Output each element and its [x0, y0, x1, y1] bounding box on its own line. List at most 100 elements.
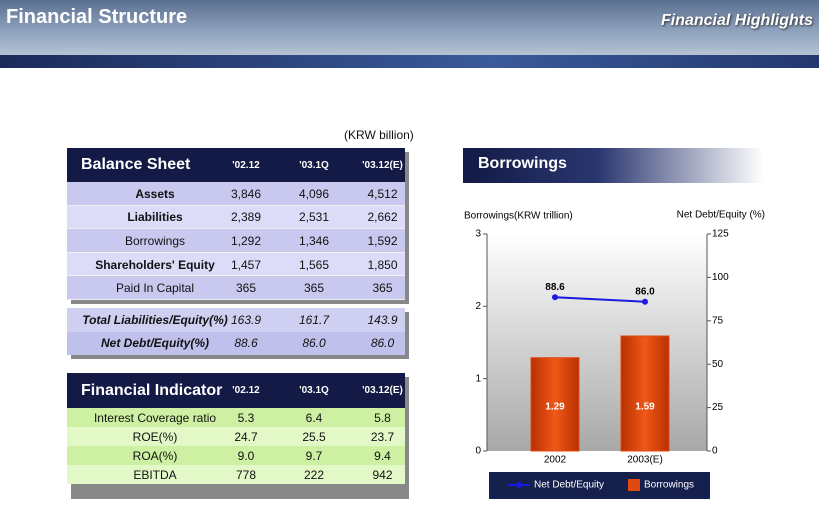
unit-note: (KRW billion) — [344, 128, 414, 142]
table-cell: 24.7 — [234, 429, 258, 444]
table-cell: 2,531 — [298, 210, 330, 225]
chart: Borrowings(KRW trillion) Net Debt/Equity … — [464, 210, 765, 499]
table-cell: 25.5 — [302, 429, 326, 444]
table-row-bg — [67, 465, 405, 484]
table-row-bg — [67, 446, 405, 465]
table-cell: 5.3 — [237, 410, 255, 425]
table-cell: 88.6 — [234, 336, 258, 351]
table-cell: 2,662 — [367, 210, 398, 225]
table-cell: Shareholders' Equity — [95, 257, 215, 272]
table-header: '02.12 — [232, 159, 260, 171]
table-row-bg — [67, 205, 405, 230]
table-cell: 86.0 — [370, 336, 395, 351]
page-subtitle: Financial Highlights — [660, 12, 813, 29]
table-cell: 365 — [372, 281, 393, 296]
table-cell: 5.8 — [374, 410, 391, 425]
table-header: '03.1Q — [299, 159, 329, 171]
table-row-bg — [67, 408, 405, 427]
table-cell: 1,592 — [367, 233, 398, 248]
y2-tick-label: 0 — [712, 446, 718, 457]
chart-title: Borrowings — [478, 155, 567, 172]
y2-tick-label: 75 — [712, 315, 724, 326]
table-cell: 9.0 — [237, 448, 255, 463]
bar-value-label: 1.29 — [545, 402, 565, 413]
table-cell: 778 — [235, 467, 257, 482]
legend-swatch — [516, 482, 522, 488]
legend-swatch — [628, 479, 640, 491]
table-cell: 222 — [303, 467, 325, 482]
table-cell: Net Debt/Equity(%) — [101, 336, 209, 351]
bar-value-label: 1.59 — [635, 402, 655, 413]
table-cell: 1,565 — [298, 257, 330, 272]
legend-label: Borrowings — [644, 480, 694, 491]
table-row-bg — [67, 276, 405, 300]
table-cell: 143.9 — [367, 312, 398, 327]
table-cell: Total Liabilities/Equity(%) — [82, 312, 228, 327]
table-header: Financial Indicator — [81, 381, 223, 399]
table-cell: 942 — [372, 467, 393, 482]
table-cell: 365 — [235, 281, 257, 296]
header-stripe — [0, 55, 819, 68]
line-point — [552, 294, 558, 301]
table-cell: Assets — [135, 186, 175, 201]
table-header: '03.12(E) — [362, 159, 403, 171]
table-cell: 1,292 — [230, 233, 262, 248]
table-cell: ROE(%) — [132, 429, 178, 444]
x-tick-label: 2003(E) — [627, 455, 663, 466]
x-tick-label: 2002 — [544, 455, 567, 466]
table-row-bg — [67, 182, 405, 206]
table-cell: 4,512 — [367, 186, 398, 201]
table-cell: 6.4 — [305, 410, 323, 425]
point-label: 86.0 — [635, 286, 655, 297]
table-cell: 23.7 — [370, 429, 395, 444]
table-cell: 2,389 — [230, 210, 262, 225]
table-header-bg — [67, 373, 405, 408]
y-axis-label: Borrowings(KRW trillion) — [464, 211, 573, 222]
table-row-bg — [67, 427, 405, 446]
chart-title-bar — [463, 148, 763, 183]
table-cell: Liabilities — [127, 210, 183, 225]
y-tick-label: 3 — [475, 229, 481, 240]
table-cell: 86.0 — [302, 336, 326, 351]
table-cell: 365 — [303, 281, 325, 296]
table-row-bg — [67, 308, 405, 332]
table-cell: 1,457 — [230, 257, 262, 272]
bar — [530, 357, 580, 452]
table-cell: 4,096 — [298, 186, 330, 201]
line-point — [642, 298, 648, 305]
table-cell: Borrowings — [124, 233, 186, 248]
table-cell: 9.7 — [305, 448, 323, 463]
y2-tick-label: 125 — [712, 229, 729, 240]
y2-axis-label: Net Debt/Equity (%) — [677, 210, 765, 221]
y2-tick-label: 50 — [712, 359, 724, 370]
table-row-bg — [67, 331, 405, 355]
y-tick-label: 1 — [475, 373, 481, 384]
plot-area — [487, 234, 707, 451]
y2-tick-label: 100 — [712, 272, 729, 283]
page-title: Financial Structure — [6, 6, 188, 28]
y-tick-label: 0 — [475, 446, 481, 457]
y2-tick-label: 25 — [712, 402, 724, 413]
table-cell: Paid In Capital — [115, 281, 195, 296]
table-cell: ROA(%) — [132, 448, 178, 463]
table-header: '02.12 — [232, 385, 260, 396]
bar — [620, 335, 670, 452]
table-header-bg — [67, 148, 405, 182]
line — [554, 296, 646, 303]
table-cell: 1,346 — [298, 233, 330, 248]
legend-label: Net Debt/Equity — [534, 480, 604, 491]
table-cell: Interest Coverage ratio — [93, 410, 217, 425]
table-cell: 3,846 — [230, 186, 262, 201]
table-header: '03.12(E) — [362, 385, 403, 396]
point-label: 88.6 — [545, 282, 565, 293]
table-row-bg — [67, 229, 405, 253]
table-row-bg — [67, 252, 405, 277]
y-tick-label: 2 — [475, 301, 481, 312]
table-header: Balance Sheet — [81, 156, 191, 173]
table-cell: 163.9 — [230, 312, 262, 327]
table-cell: 161.7 — [298, 312, 330, 327]
table-header: '03.1Q — [299, 385, 329, 396]
table-cell: 1,850 — [367, 257, 398, 272]
table-cell: 9.4 — [374, 448, 391, 463]
